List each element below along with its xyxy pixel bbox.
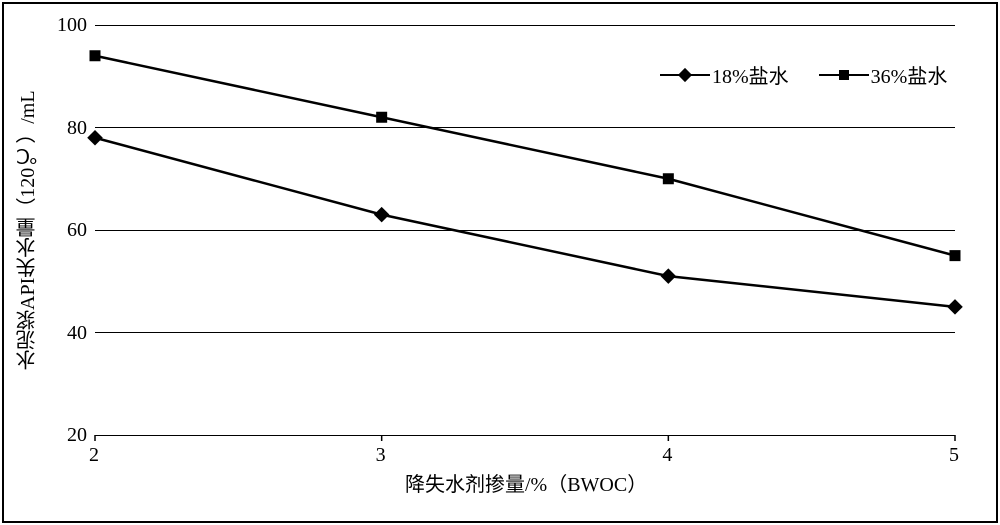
chart-ytick-label: 40	[67, 323, 87, 343]
chart-ytick-label: 60	[67, 220, 87, 240]
chart-legend: 18%盐水 36%盐水	[660, 60, 947, 89]
chart-marker-diamond-icon	[661, 268, 677, 284]
chart-marker-diamond-icon	[374, 207, 390, 223]
legend-label-series-0: 18%盐水	[712, 60, 789, 89]
chart-gridline-y	[95, 332, 955, 333]
legend-swatch-square-icon	[819, 68, 869, 82]
chart-container: 水泥浆API失水量（120℃）/mL 降失水剂掺量/%（BWOC） 18%盐水 …	[0, 0, 1000, 525]
chart-marker-square-icon	[663, 173, 674, 184]
chart-ytick-label: 20	[67, 425, 87, 445]
chart-marker-square-icon	[376, 112, 387, 123]
chart-marker-square-icon	[90, 50, 101, 61]
legend-item-series-1: 36%盐水	[819, 60, 948, 89]
chart-xtick-label: 2	[89, 445, 99, 465]
legend-item-series-0: 18%盐水	[660, 60, 789, 89]
chart-marker-diamond-icon	[947, 299, 963, 315]
chart-marker-diamond-icon	[87, 130, 103, 146]
chart-ytick-label: 80	[67, 118, 87, 138]
chart-gridline-y	[95, 25, 955, 26]
legend-label-series-1: 36%盐水	[871, 60, 948, 89]
chart-gridline-y	[95, 230, 955, 231]
chart-ytick-label: 100	[57, 15, 87, 35]
legend-swatch-diamond-icon	[660, 68, 710, 82]
chart-marker-square-icon	[950, 250, 961, 261]
chart-xtick-label: 4	[662, 445, 672, 465]
chart-xtick-label: 5	[949, 445, 959, 465]
chart-x-axis-label: 降失水剂掺量/%（BWOC）	[405, 475, 647, 495]
chart-y-axis-label: 水泥浆API失水量（120℃）/mL	[18, 90, 38, 370]
chart-xtick-label: 3	[376, 445, 386, 465]
chart-gridline-y	[95, 435, 955, 436]
chart-gridline-y	[95, 127, 955, 128]
